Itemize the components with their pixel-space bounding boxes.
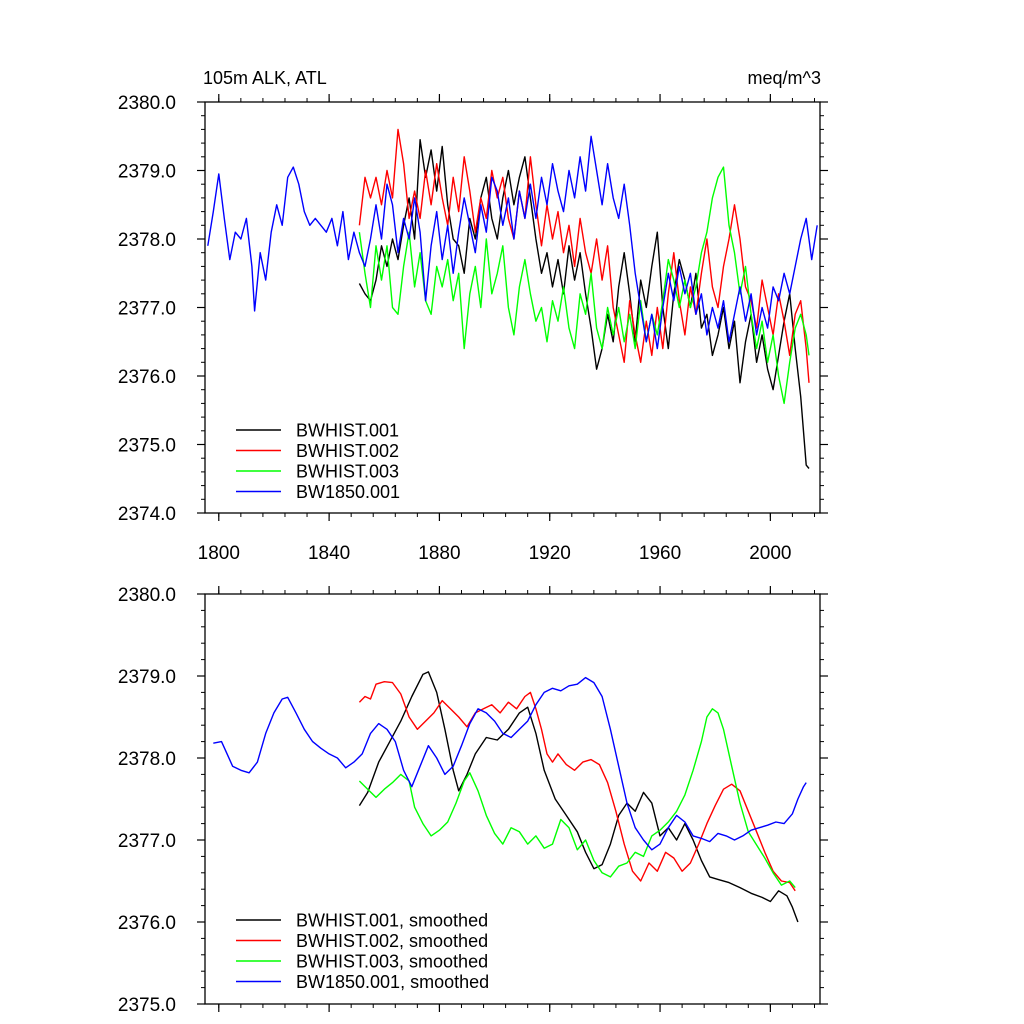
top-x-tick-label: 1800: [198, 543, 240, 564]
bottom-y-tick-label: 2376.0: [118, 913, 176, 934]
top-legend-label: BWHIST.001: [296, 421, 399, 441]
top-x-tick-label: 1960: [639, 543, 681, 564]
bottom-series-bwhist-002-smoothed: [358, 681, 796, 892]
top-x-tick-label: 2000: [749, 543, 791, 564]
bottom-series-bwhist-003-smoothed: [358, 708, 796, 889]
top-panel: 105m ALK, ATL meq/m^3 2374.0 2375.0 2376.0…: [118, 68, 828, 564]
top-y-tick-label: 2380.0: [118, 93, 176, 114]
top-y-tick-label: 2376.0: [118, 367, 176, 388]
top-legend-label: BWHIST.002: [296, 441, 399, 461]
bottom-y-tick-label: 2378.0: [118, 749, 176, 770]
bottom-legend-label: BWHIST.002, smoothed: [296, 931, 488, 951]
top-y-tick-label: 2378.0: [118, 230, 176, 251]
top-series-group: [207, 128, 818, 469]
bottom-legend-label: BWHIST.003, smoothed: [296, 952, 488, 972]
top-y-tick-label: 2374.0: [118, 504, 176, 525]
bottom-y-tick-label: 2379.0: [118, 667, 176, 688]
bottom-plot-frame: [204, 593, 821, 1005]
top-x-tick-label: 1880: [418, 543, 460, 564]
bottom-y-tick-label: 2377.0: [118, 831, 176, 852]
bottom-series-group: [213, 671, 807, 923]
top-legend-label: BW1850.001: [296, 482, 400, 502]
top-series-bw1850-001: [207, 135, 818, 350]
bottom-legend-label: BWHIST.001, smoothed: [296, 911, 488, 931]
bottom-y-tick-label: 2380.0: [118, 585, 176, 606]
top-title: 105m ALK, ATL: [203, 68, 327, 88]
top-legend-label: BWHIST.003: [296, 462, 399, 482]
bottom-y-tick-label: 2375.0: [118, 995, 176, 1016]
top-series-bwhist-003: [358, 166, 810, 405]
top-units: meq/m^3: [748, 68, 821, 88]
top-axes: 2374.0 2375.0 2376.0 2377.0 2378.0 2379.0 2380…: [118, 93, 828, 564]
top-y-tick-label: 2377.0: [118, 299, 176, 320]
top-plot-frame: [204, 101, 821, 514]
top-x-tick-label: 1840: [308, 543, 350, 564]
bottom-series-bw1850-001-smoothed: [213, 676, 807, 851]
bottom-legend-label: BW1850.001, smoothed: [296, 972, 489, 992]
bottom-axes: 2375.0 2376.0 2377.0 2378.0 2379.0 2380.0: [118, 585, 828, 1016]
bottom-panel: 2375.0 2376.0 2377.0 2378.0 2379.0 2380.0 BWH…: [118, 585, 828, 1016]
bottom-series-bwhist-001-smoothed: [358, 671, 799, 923]
top-series-bwhist-002: [358, 128, 810, 383]
top-x-tick-label: 1920: [529, 543, 571, 564]
top-y-tick-label: 2375.0: [118, 436, 176, 457]
top-y-tick-label: 2379.0: [118, 162, 176, 183]
